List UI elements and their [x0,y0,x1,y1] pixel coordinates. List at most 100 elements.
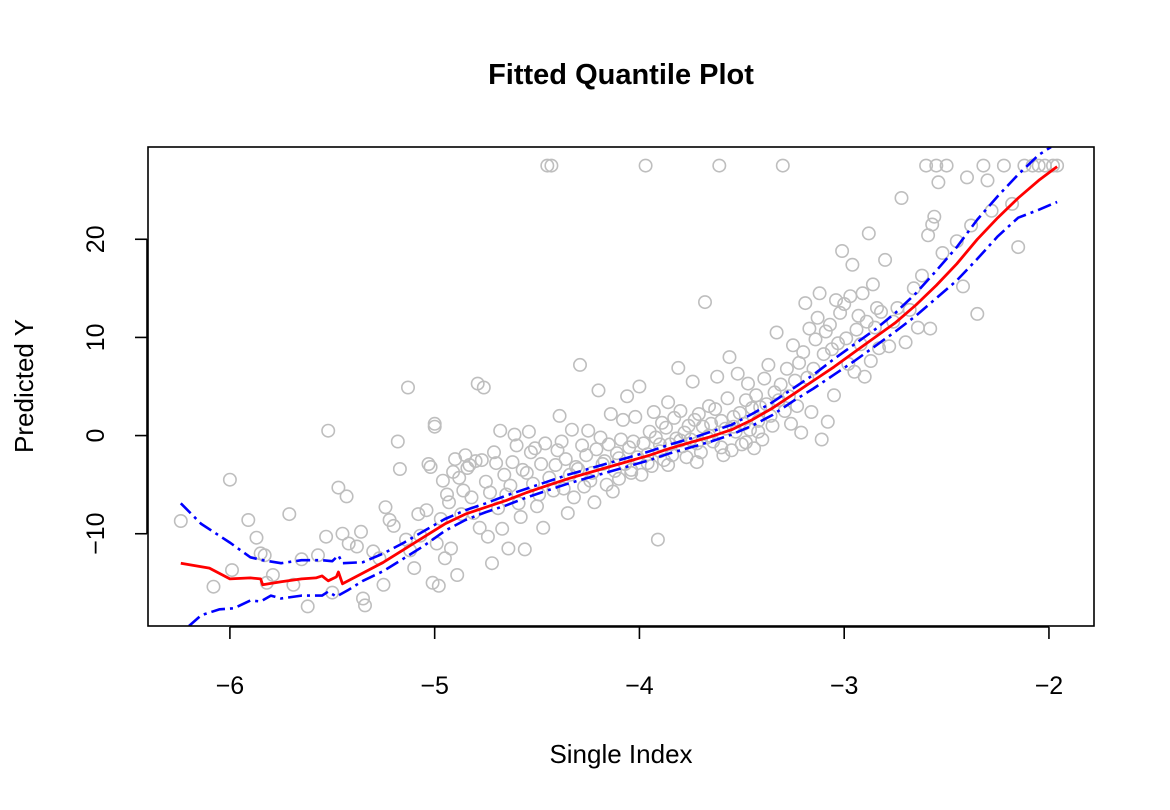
data-point [685,374,700,389]
data-point [591,383,606,398]
data-point [615,412,630,427]
data-point [882,339,897,354]
data-point [486,445,501,460]
data-point [714,413,729,428]
data-point [419,503,434,518]
data-point [716,448,731,463]
data-point [644,458,659,473]
data-point [843,289,858,304]
data-point [521,424,536,439]
data-point [638,158,653,173]
y-axis: −10 0 10 20 [82,225,148,555]
data-point [523,445,538,460]
quantile-lines [179,147,1058,626]
data-point [878,252,893,267]
data-point [583,473,598,488]
data-point [710,369,725,384]
data-point [996,158,1011,173]
data-point [556,481,571,496]
data-point [423,459,438,474]
data-point [601,437,616,452]
data-point [513,509,528,524]
data-point [1050,158,1065,173]
data-point [822,317,837,332]
x-tick-label: −5 [420,672,449,700]
data-point [558,452,573,467]
data-point [544,158,559,173]
data-point [484,556,499,571]
data-point [865,277,880,292]
data-point [560,506,575,521]
data-point [456,483,471,498]
data-point [241,512,256,527]
data-point [712,158,727,173]
data-point [931,175,946,190]
data-point [790,399,805,414]
data-point [341,536,356,551]
data-point [446,464,461,479]
data-point [257,548,272,563]
data-point [1005,196,1020,211]
data-point [740,376,755,391]
data-point [501,541,516,556]
data-point [714,440,729,455]
data-point [691,406,706,421]
data-point [812,286,827,301]
y-axis-label: Predicted Y [9,319,39,453]
data-point [671,360,686,375]
data-point [730,366,745,381]
data-point [400,380,415,395]
data-point [925,217,940,232]
x-axis-label: Single Index [549,739,692,769]
data-point [439,487,454,502]
data-point [407,561,422,576]
data-point [265,567,280,582]
data-point [826,388,841,403]
data-point [611,471,626,486]
data-point [249,530,264,545]
data-point [816,347,831,362]
data-point [349,539,364,554]
data-point [628,409,643,424]
data-point [804,404,819,419]
data-point [581,423,596,438]
data-point [646,404,661,419]
data-point [810,310,825,325]
data-point [894,191,909,206]
data-point [355,591,370,606]
data-point [939,158,954,173]
data-point [589,442,604,457]
data-point [1046,158,1061,173]
data-point [505,455,520,470]
data-point [863,353,878,368]
data-point [613,432,628,447]
data-point [173,513,188,528]
data-point [626,434,641,449]
data-point [814,432,829,447]
data-point [849,322,864,337]
data-point [443,541,458,556]
data-point [689,455,704,470]
data-point [857,369,872,384]
data-point [476,380,491,395]
data-point [910,320,925,335]
data-point [785,338,800,353]
data-point [867,320,882,335]
data-point [534,456,549,471]
x-tick-label: −3 [830,672,859,700]
data-point [955,279,970,294]
data-point [331,480,346,495]
data-point [808,332,823,347]
data-point [554,434,569,449]
data-point [482,485,497,500]
data-point [773,377,788,392]
data-point [474,453,489,468]
data-point [886,314,901,329]
data-point [650,532,665,547]
data-point [517,542,532,557]
data-point [519,465,534,480]
data-point [1011,240,1026,255]
data-point [472,520,487,535]
data-point [286,577,301,592]
data-point [435,473,450,488]
